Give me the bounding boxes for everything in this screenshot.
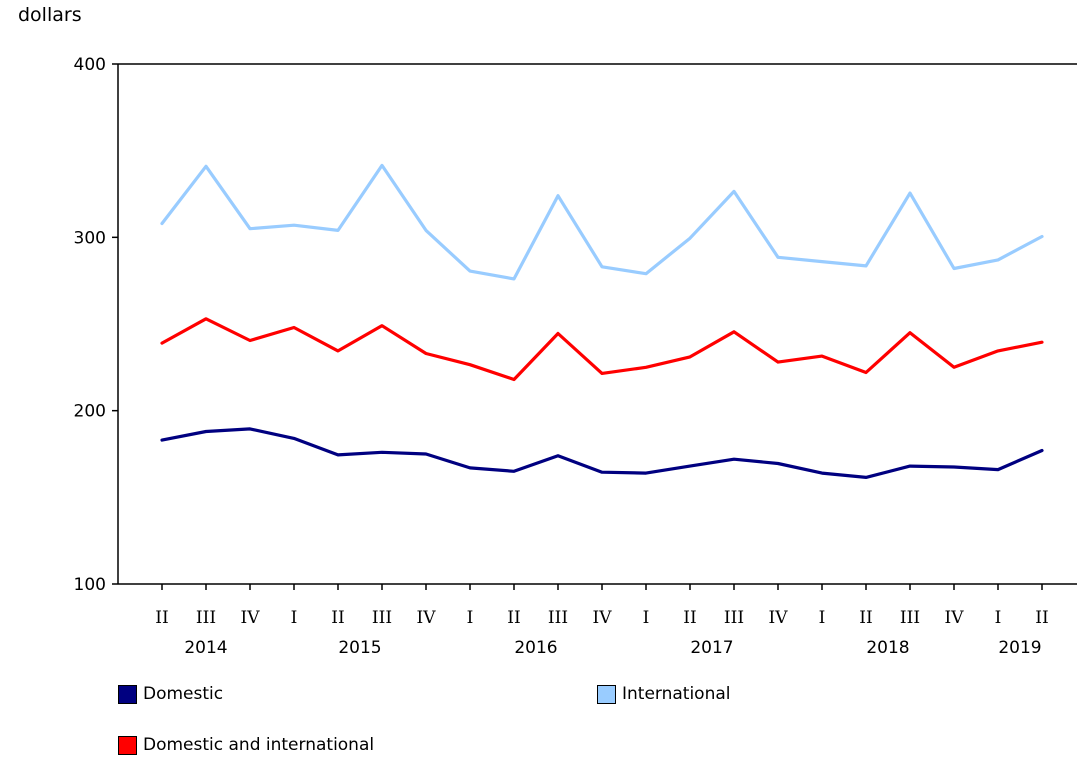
legend-item-domestic: Domestic	[118, 684, 223, 704]
x-tick-label-12: II	[683, 608, 696, 628]
y-tick-label-400: 400	[74, 55, 106, 75]
x-tick-label-14: IV	[769, 608, 789, 628]
legend-swatch-domestic	[118, 684, 137, 704]
x-tick-label-13: III	[724, 608, 744, 628]
x-tick-label-18: IV	[945, 608, 965, 628]
legend-item-domestic-and-international: Domestic and international	[118, 735, 374, 755]
x-tick-label-8: II	[507, 608, 520, 628]
x-tick-label-9: III	[548, 608, 568, 628]
x-tick-label-0: II	[155, 608, 168, 628]
y-tick-label-300: 300	[74, 228, 106, 248]
series-line-domestic	[160, 427, 1044, 479]
x-tick-label-5: III	[372, 608, 392, 628]
x-tick-label-7: I	[467, 608, 474, 628]
x-tick-label-10: IV	[593, 608, 613, 628]
x-tick-label-4: II	[331, 608, 344, 628]
x-tick-label-20: II	[1035, 608, 1048, 628]
year-label-2017: 2017	[690, 638, 733, 658]
x-tick-label-1: III	[196, 608, 216, 628]
x-tick-label-2: IV	[241, 608, 261, 628]
legend-label-domestic-and-international: Domestic and international	[143, 735, 375, 755]
x-tick-label-15: I	[819, 608, 826, 628]
year-label-2019: 2019	[998, 638, 1041, 658]
x-tick-label-3: I	[291, 608, 298, 628]
y-axis-label: dollars	[18, 4, 82, 26]
y-tick-label-200: 200	[74, 402, 106, 422]
legend-label-domestic: Domestic	[143, 684, 224, 704]
x-tick-label-19: I	[995, 608, 1002, 628]
y-tick-label-100: 100	[74, 575, 106, 595]
series-line-domestic-and-international	[160, 317, 1044, 382]
x-tick-label-11: I	[643, 608, 650, 628]
year-label-2016: 2016	[514, 638, 557, 658]
legend-item-international: International	[597, 684, 731, 704]
x-tick-label-17: III	[900, 608, 920, 628]
year-label-2018: 2018	[866, 638, 909, 658]
x-tick-label-6: IV	[417, 608, 437, 628]
legend-swatch-international	[597, 684, 616, 704]
legend-label-international: International	[622, 684, 731, 704]
year-label-2014: 2014	[184, 638, 227, 658]
x-tick-label-16: II	[859, 608, 872, 628]
series-line-international	[160, 163, 1044, 281]
legend-swatch-domestic-and-international	[118, 735, 137, 755]
year-label-2015: 2015	[338, 638, 381, 658]
